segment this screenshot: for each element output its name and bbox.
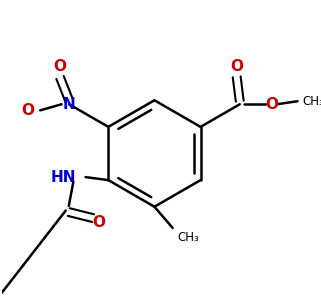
Text: O: O bbox=[93, 215, 106, 230]
Text: O: O bbox=[54, 59, 66, 74]
Text: O: O bbox=[230, 59, 243, 74]
Text: CH₃: CH₃ bbox=[177, 231, 199, 244]
Text: CH₃: CH₃ bbox=[302, 95, 321, 108]
Text: O: O bbox=[265, 97, 278, 112]
Text: HN: HN bbox=[51, 169, 76, 185]
Text: O: O bbox=[22, 103, 35, 118]
Text: N: N bbox=[63, 97, 75, 112]
